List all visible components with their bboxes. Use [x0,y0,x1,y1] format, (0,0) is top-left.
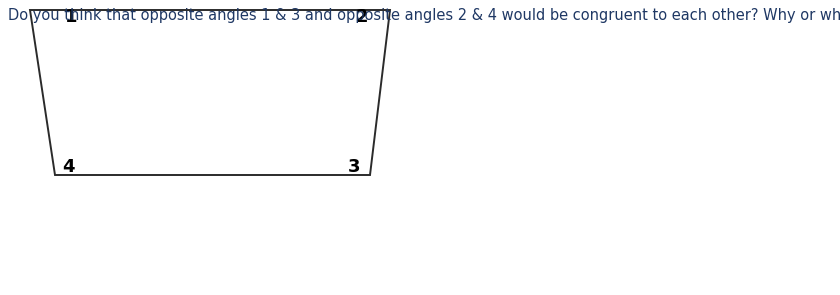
Polygon shape [30,10,390,175]
Text: 4: 4 [62,158,75,176]
Text: Do you think that opposite angles 1 & 3 and opposite angles 2 & 4 would be congr: Do you think that opposite angles 1 & 3 … [8,8,840,23]
Text: 2: 2 [355,8,368,26]
Text: 1: 1 [65,8,77,26]
Text: 3: 3 [348,158,360,176]
